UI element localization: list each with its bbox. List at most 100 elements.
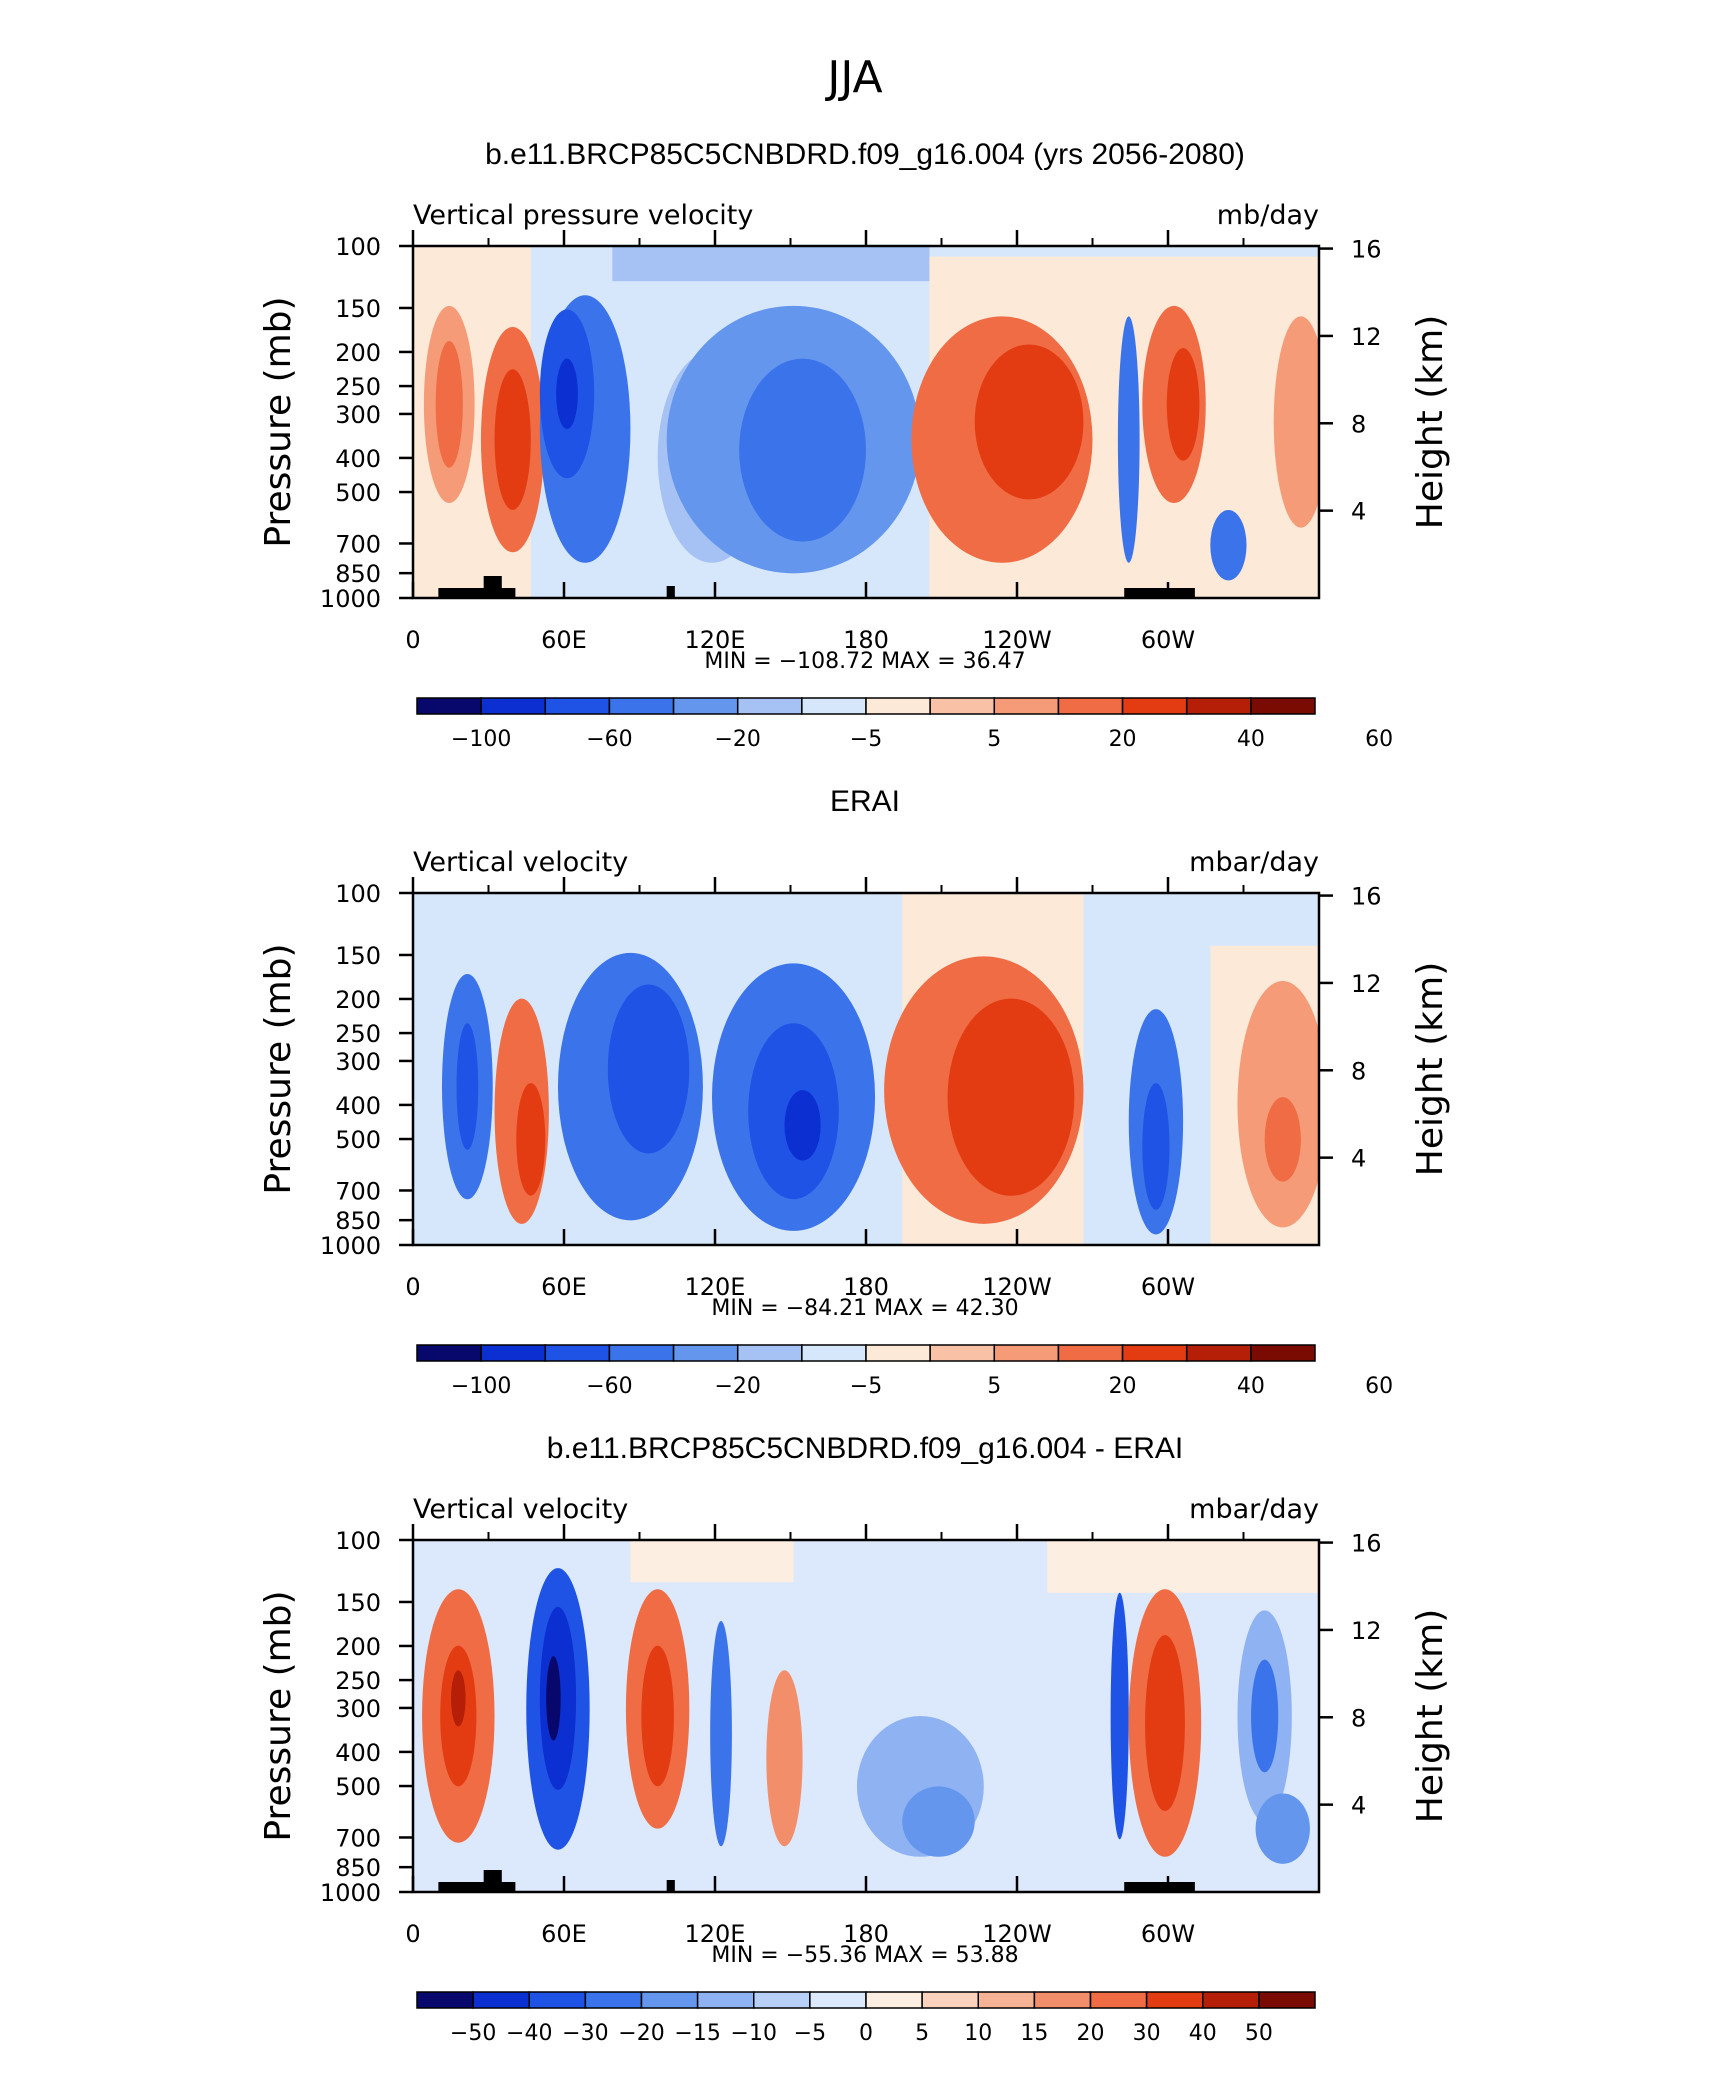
y-tick-label: 100 xyxy=(335,1527,381,1555)
colorbar-label: −40 xyxy=(506,2021,552,2046)
contour-region xyxy=(1166,348,1200,461)
x-tick-label: 0 xyxy=(405,1920,420,1948)
y-tick-label: 400 xyxy=(335,1092,381,1120)
y2-tick-label: 4 xyxy=(1351,1792,1366,1820)
y-tick-label: 100 xyxy=(335,233,381,261)
contour-region xyxy=(435,341,463,468)
colorbar-label: 5 xyxy=(987,727,1001,752)
colorbar-label: −5 xyxy=(794,2021,826,2046)
y2-tick-label: 16 xyxy=(1351,1530,1382,1558)
x-tick-label: 120E xyxy=(685,626,746,654)
units-label: mbar/day xyxy=(1189,847,1319,878)
colorbar-box xyxy=(1033,1991,1092,2009)
colorbar-box xyxy=(544,697,611,715)
y-tick-label: 200 xyxy=(335,1633,381,1661)
x-tick-label: 60W xyxy=(1141,1273,1195,1301)
contour-region xyxy=(974,344,1084,500)
y-tick-label: 150 xyxy=(335,1589,381,1617)
y-tick-label: 850 xyxy=(335,1207,381,1235)
contour-region xyxy=(739,358,866,542)
colorbar-box xyxy=(472,1991,530,2009)
contour-region xyxy=(451,1670,466,1727)
colorbar-box xyxy=(1185,1344,1252,1362)
x-tick-label: 180 xyxy=(843,1920,889,1948)
contour-region xyxy=(456,1023,479,1150)
colorbar-box xyxy=(1057,697,1124,715)
colorbar-label: 20 xyxy=(1077,2021,1105,2046)
colorbar-label: 5 xyxy=(915,2021,929,2046)
y-tick-label: 250 xyxy=(335,1667,381,1695)
y-tick-label: 300 xyxy=(335,401,381,429)
colorbar-box xyxy=(480,1344,547,1362)
colorbar-label: −20 xyxy=(714,1374,760,1399)
colorbar-label: 15 xyxy=(1020,2021,1048,2046)
y-tick-label: 300 xyxy=(335,1048,381,1076)
topography-africa xyxy=(438,588,516,598)
x-tick-label: 60E xyxy=(541,1920,587,1948)
y-tick-label: 150 xyxy=(335,295,381,323)
x-tick-label: 180 xyxy=(843,626,889,654)
contour-region xyxy=(1110,1592,1129,1840)
contour-region xyxy=(766,1670,803,1847)
x-tick-label: 60W xyxy=(1141,1920,1195,1948)
y-tick-label: 200 xyxy=(335,986,381,1014)
contour-region xyxy=(1273,316,1319,528)
y2-tick-label: 16 xyxy=(1351,236,1382,264)
x-tick-label: 180 xyxy=(843,1273,889,1301)
x-tick-label: 0 xyxy=(405,626,420,654)
x-tick-label: 60E xyxy=(541,626,587,654)
colorbar-label: 0 xyxy=(859,2021,873,2046)
y2-tick-label: 4 xyxy=(1351,498,1366,526)
colorbar-box xyxy=(416,1344,482,1362)
y-tick-label: 200 xyxy=(335,339,381,367)
figure-title: JJA xyxy=(824,52,882,103)
variable-label: Vertical pressure velocity xyxy=(413,200,753,231)
colorbar-box xyxy=(736,1344,803,1362)
colorbar-label: −5 xyxy=(850,727,882,752)
colorbar-box xyxy=(480,697,547,715)
colorbar-box xyxy=(929,697,996,715)
colorbar-box xyxy=(865,1991,923,2009)
min-max-text: MIN = −55.36 MAX = 53.88 xyxy=(711,1943,1018,1968)
colorbar-label: −30 xyxy=(562,2021,608,2046)
contour-region xyxy=(947,998,1075,1196)
y-tick-label: 500 xyxy=(335,1126,381,1154)
contour-region xyxy=(1251,1659,1279,1773)
chart-panel: b.e11.BRCP85C5CNBDRD.f09_g16.004 - ERAI V… xyxy=(258,1432,1451,2046)
y-tick-label: 300 xyxy=(335,1695,381,1723)
x-tick-label: 120W xyxy=(982,1920,1052,1948)
colorbar-box xyxy=(640,1991,699,2009)
topography-andes xyxy=(1124,1882,1195,1892)
chart-panel: ERAI Vertical velocity mbar/day 0 60E 120E 180… xyxy=(258,785,1451,1399)
contour-region xyxy=(784,1090,821,1161)
field-band xyxy=(1047,1540,1319,1593)
x-tick-label: 120E xyxy=(685,1920,746,1948)
colorbar-box xyxy=(1057,1344,1124,1362)
y-tick-label: 1000 xyxy=(320,1879,381,1907)
contour-region xyxy=(607,984,690,1154)
colorbar-box xyxy=(736,697,803,715)
colorbar-box xyxy=(801,697,867,715)
y-tick-label: 1000 xyxy=(320,1232,381,1260)
colorbar-label: 40 xyxy=(1237,1374,1265,1399)
colorbar-label: 10 xyxy=(964,2021,992,2046)
y-axis-title: Pressure (mb) xyxy=(258,943,299,1194)
colorbar-box xyxy=(809,1991,867,2009)
y2-tick-label: 8 xyxy=(1351,1704,1366,1732)
colorbar-box xyxy=(608,1344,675,1362)
colorbar-box xyxy=(672,697,739,715)
contour-region xyxy=(1142,1083,1170,1210)
colorbar-box xyxy=(865,1344,931,1362)
colorbar-box xyxy=(977,1991,1036,2009)
field-shading xyxy=(413,246,1319,598)
y-tick-label: 700 xyxy=(335,1824,381,1852)
contour-region xyxy=(516,1083,546,1196)
y-tick-label: 850 xyxy=(335,1854,381,1882)
colorbar-label: −50 xyxy=(450,2021,496,2046)
y2-axis-title: Height (km) xyxy=(1410,315,1451,529)
y-tick-label: 700 xyxy=(335,1177,381,1205)
y-tick-label: 250 xyxy=(335,1020,381,1048)
panel-title: b.e11.BRCP85C5CNBDRD.f09_g16.004 - ERAI xyxy=(547,1432,1183,1465)
colorbar-box xyxy=(1202,1991,1260,2009)
y2-tick-label: 16 xyxy=(1351,883,1382,911)
